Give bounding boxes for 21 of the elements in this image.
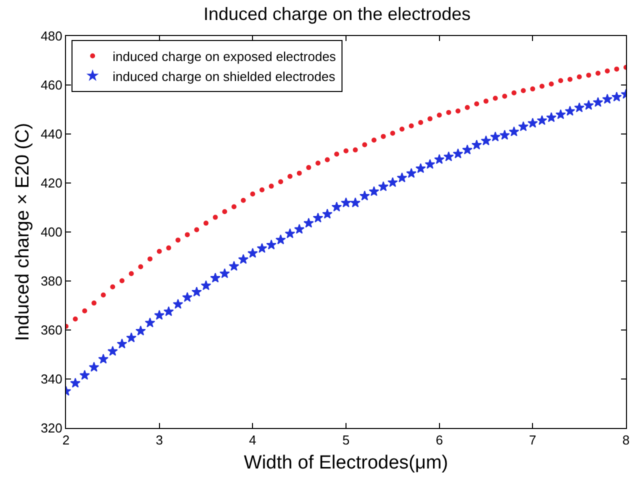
legend-label: induced charge on shielded electrodes [112,68,336,84]
y-tick-label: 380 [40,274,62,289]
y-tick-label: 440 [40,126,62,142]
y-tick-label: 320 [40,420,62,436]
x-axis-title: Width of Electrodes(μm) [244,452,448,474]
x-tick-label: 2 [62,432,70,448]
chart-title: Induced charge on the electrodes [203,4,471,24]
x-tick-label: 8 [622,432,630,448]
legend-label: induced charge on exposed electrodes [112,48,336,64]
y-axis-title: Induced charge × E20 (C) [12,122,34,342]
x-tick-label: 3 [156,432,163,448]
y-tick-label: 420 [40,176,62,191]
x-tick-label: 5 [342,432,350,448]
x-tick-label: 7 [529,432,536,448]
y-tick-label: 460 [40,78,62,93]
x-tick-label: 6 [436,432,443,448]
y-tick-label: 360 [40,322,62,338]
y-tick-label: 480 [40,28,62,44]
y-tick-label: 340 [40,372,62,387]
x-tick-label: 4 [249,432,256,448]
y-tick-label: 400 [40,224,62,240]
